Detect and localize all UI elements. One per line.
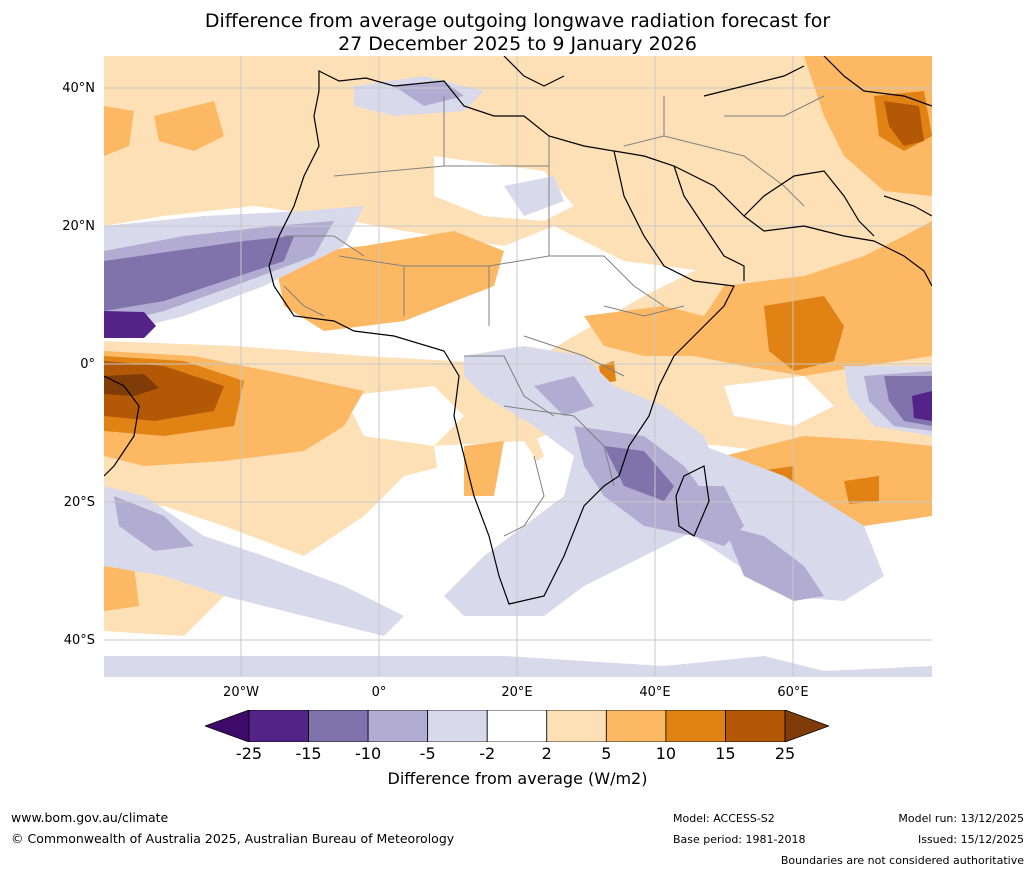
colorbar-tick-label: 10 [655,744,677,763]
colorbar-swatch-below-min [203,709,250,743]
base-period: Base period: 1981-2018 [673,833,806,846]
graticule [104,56,932,677]
colorbar-swatch-5 [486,709,548,743]
colorbar-tick-label: 5 [601,744,612,763]
colorbar-label: Difference from average (W/m2) [387,769,648,788]
title-line-2: 27 December 2025 to 9 January 2026 [338,33,697,55]
lat-label-20n: 20°N [62,219,95,234]
website-link[interactable]: www.bom.gov.au/climate [11,810,169,825]
issued-date: Issued: 15/12/2025 [917,833,1024,846]
lat-label-40n: 40°N [62,81,95,96]
map-canvas [104,56,932,677]
colorbar-tick-label: 15 [715,744,736,763]
colorbar-tick-label: -25 [235,744,263,763]
colorbar [203,709,831,743]
colorbar-swatch-9 [725,709,786,743]
anomaly-fill-over-25 [104,374,159,396]
anomaly-fill-neg-15-25 [104,311,932,421]
colorbar-tick-label: -2 [479,744,496,763]
colorbar-tick-label: -5 [419,744,436,763]
colorbar-swatch-above-max [784,709,831,743]
lon-label-0: 0° [371,685,387,700]
colorbar-swatch-3 [367,709,429,743]
coastlines [104,56,932,605]
colorbar-swatch-1 [248,709,309,743]
lon-label-40e: 40°E [639,685,671,700]
model-name: Model: ACCESS-S2 [673,812,775,825]
colorbar-tick-label: 2 [541,744,552,763]
colorbar-swatch-4 [427,709,488,743]
colorbar-swatch-7 [605,709,667,743]
colorbar-tick-label: 25 [774,744,796,763]
lat-label-equator: 0° [80,357,95,372]
lon-label-60e: 60°E [777,685,809,700]
boundaries-disclaimer: Boundaries are not considered authoritat… [780,854,1024,867]
colorbar-swatches [203,709,831,743]
copyright-text: © Commonwealth of Australia 2025, Austra… [11,831,455,846]
model-run-date: Model run: 13/12/2025 [898,812,1024,825]
colorbar-swatch-2 [308,709,369,743]
title-line-1: Difference from average outgoing longwav… [204,10,831,32]
olr-anomaly-map [104,56,932,677]
anomaly-fill-5-10 [104,56,932,611]
lon-label-20e: 20°E [501,685,533,700]
lat-label-20s: 20°S [63,495,95,510]
map-title: Difference from average outgoing longwav… [0,10,1035,56]
lat-label-40s: 40°S [63,633,95,648]
lon-label-20w: 20°W [223,685,259,700]
colorbar-swatch-6 [546,709,607,743]
colorbar-tick-label: -10 [355,744,382,763]
colorbar-swatch-8 [665,709,726,743]
country-boundaries [283,95,825,537]
colorbar-tick-label: -15 [295,744,322,763]
